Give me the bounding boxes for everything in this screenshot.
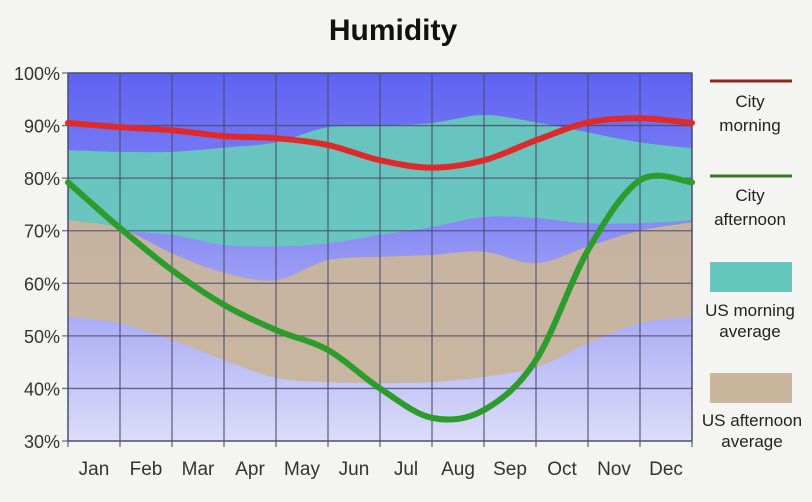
legend-label-us-morning-2: average [719, 322, 780, 341]
x-tick-label: Aug [441, 459, 475, 480]
x-tick-label: Mar [182, 459, 215, 480]
x-tick-label: Dec [649, 459, 683, 480]
legend-label-us-morning-1: US morning [705, 301, 795, 320]
x-tick-label: Jun [339, 459, 370, 480]
x-tick-label: Oct [547, 459, 577, 480]
y-tick-label: 70% [24, 222, 60, 242]
legend-label-city-afternoon-1: City [735, 186, 765, 205]
x-tick-label: Jan [79, 459, 110, 480]
y-tick-label: 50% [24, 327, 60, 347]
x-tick-label: Sep [493, 459, 527, 480]
x-tick-label: Jul [394, 459, 418, 480]
x-tick-label: Apr [235, 459, 265, 480]
legend: City morning City afternoon US morning a… [702, 81, 802, 451]
y-tick-label: 80% [24, 169, 60, 189]
legend-swatch-us-afternoon [710, 373, 792, 403]
legend-label-city-morning-2: morning [719, 116, 780, 135]
chart-title: Humidity [329, 14, 458, 47]
legend-swatch-us-morning [710, 262, 792, 292]
x-tick-label: Nov [597, 459, 631, 480]
x-tick-label: Feb [130, 459, 163, 480]
legend-label-us-afternoon-2: average [721, 432, 782, 451]
x-tick-label: May [284, 459, 320, 480]
y-tick-label: 100% [14, 64, 60, 84]
legend-label-city-morning-1: City [735, 92, 765, 111]
legend-label-us-afternoon-1: US afternoon [702, 411, 802, 430]
y-tick-label: 30% [24, 432, 60, 452]
y-tick-label: 60% [24, 274, 60, 294]
y-tick-label: 40% [24, 379, 60, 399]
legend-label-city-afternoon-2: afternoon [714, 210, 786, 229]
y-tick-label: 90% [24, 117, 60, 137]
